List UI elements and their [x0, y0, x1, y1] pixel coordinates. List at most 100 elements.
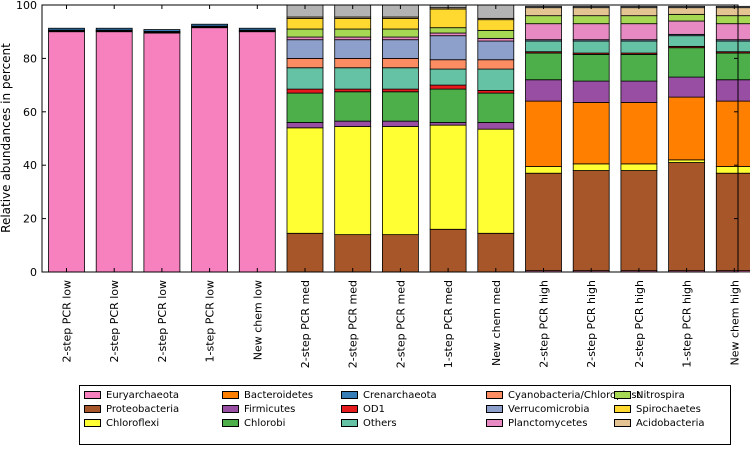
legend-label: Chlorobi — [244, 418, 285, 429]
bar-segment — [573, 164, 609, 171]
bar-segment — [573, 24, 609, 40]
bar-segment — [669, 163, 705, 271]
legend-entry: Acidobacteria — [614, 416, 704, 430]
bar-segment — [430, 36, 466, 60]
bar-segment — [716, 41, 750, 52]
bar-segment — [526, 41, 562, 52]
bar-segment — [478, 41, 514, 60]
legend-entry: Others — [341, 416, 437, 430]
legend-label: Crenarchaeota — [363, 390, 437, 401]
bar-segment — [382, 235, 418, 272]
legend-swatch — [84, 419, 101, 427]
bar-segment — [478, 93, 514, 122]
bar-segment — [382, 40, 418, 59]
bar-segment — [716, 16, 750, 24]
legend-swatch — [486, 391, 503, 399]
x-tick-label: 1-step PCR med — [442, 280, 455, 368]
bar-segment — [430, 85, 466, 89]
bar-segment — [669, 21, 705, 34]
y-tick-label: 0 — [30, 266, 37, 279]
bar-segment — [669, 160, 705, 163]
x-tick-label: 2-step PCR high — [633, 280, 646, 368]
y-tick-label: 60 — [23, 106, 37, 119]
legend-label: Spirochaetes — [636, 404, 701, 415]
bar-segment — [430, 122, 466, 125]
bar-segment — [382, 18, 418, 29]
y-tick-label: 100 — [16, 0, 37, 12]
x-tick-label: New chem high — [728, 280, 741, 365]
bar-segment — [287, 122, 323, 127]
legend-swatch — [222, 391, 239, 399]
legend-entry: Bacteroidetes — [222, 388, 313, 402]
bar-segment — [287, 29, 323, 37]
bar-segment — [335, 29, 371, 37]
bar-segment — [669, 97, 705, 160]
bar-segment — [526, 16, 562, 24]
bar-segment — [478, 233, 514, 272]
bar-segment — [526, 24, 562, 40]
bar-segment — [669, 77, 705, 97]
bar-segment — [526, 173, 562, 270]
bars-layer — [49, 5, 750, 272]
bar-segment — [478, 69, 514, 90]
bar-segment — [335, 37, 371, 40]
bar-segment — [335, 92, 371, 121]
bar-segment — [287, 68, 323, 89]
bar-segment — [430, 60, 466, 69]
bar-segment — [716, 53, 750, 80]
y-axis-label: Relative abundances in percent — [0, 43, 13, 233]
legend-entry: Chloroflexi — [84, 416, 179, 430]
bar-segment — [287, 93, 323, 122]
legend-swatch — [222, 419, 239, 427]
bar-segment — [478, 20, 514, 31]
legend-entry: Spirochaetes — [614, 402, 704, 416]
bar-segment — [192, 28, 228, 272]
bar-segment — [430, 33, 466, 36]
bar-segment — [239, 28, 275, 30]
bar-segment — [430, 89, 466, 122]
legend-entry: Firmicutes — [222, 402, 313, 416]
bar-segment — [335, 68, 371, 89]
legend-entry: OD1 — [341, 402, 437, 416]
bar-segment — [573, 171, 609, 271]
legend-swatch — [486, 419, 503, 427]
legend-swatch — [614, 405, 631, 413]
bar-segment — [144, 30, 180, 32]
legend-entry: Chlorobi — [222, 416, 313, 430]
bar-segment — [573, 54, 609, 81]
bar-segment — [621, 54, 657, 81]
legend-swatch — [486, 405, 503, 413]
legend-label: Chloroflexi — [106, 418, 159, 429]
bar-segment — [49, 32, 85, 272]
x-tick-label: 2-step PCR med — [347, 280, 360, 368]
bar-segment — [382, 92, 418, 121]
legend-label: Bacteroidetes — [244, 390, 313, 401]
bar-segment — [96, 32, 132, 272]
bar-segment — [478, 90, 514, 93]
bar-segment — [669, 14, 705, 21]
x-tick-label: 2-step PCR high — [538, 280, 551, 368]
bar-segment — [716, 173, 750, 270]
legend-swatch — [84, 405, 101, 413]
bar-segment — [287, 128, 323, 233]
bar-segment — [621, 16, 657, 24]
bar-segment — [382, 37, 418, 40]
legend-swatch — [84, 391, 101, 399]
bar-segment — [573, 41, 609, 53]
legend-label: Acidobacteria — [636, 418, 704, 429]
x-tick-label: 2-step PCR med — [299, 280, 312, 368]
legend-label: Others — [363, 418, 397, 429]
bar-segment — [144, 33, 180, 272]
bar-segment — [478, 129, 514, 233]
legend-label: Planctomycetes — [508, 418, 587, 429]
legend-label: Nitrospira — [636, 390, 685, 401]
legend-swatch — [614, 419, 631, 427]
bar-segment — [382, 58, 418, 67]
bar-segment — [335, 235, 371, 272]
bar-segment — [716, 167, 750, 174]
bar-segment — [573, 102, 609, 163]
bar-segment — [287, 58, 323, 67]
